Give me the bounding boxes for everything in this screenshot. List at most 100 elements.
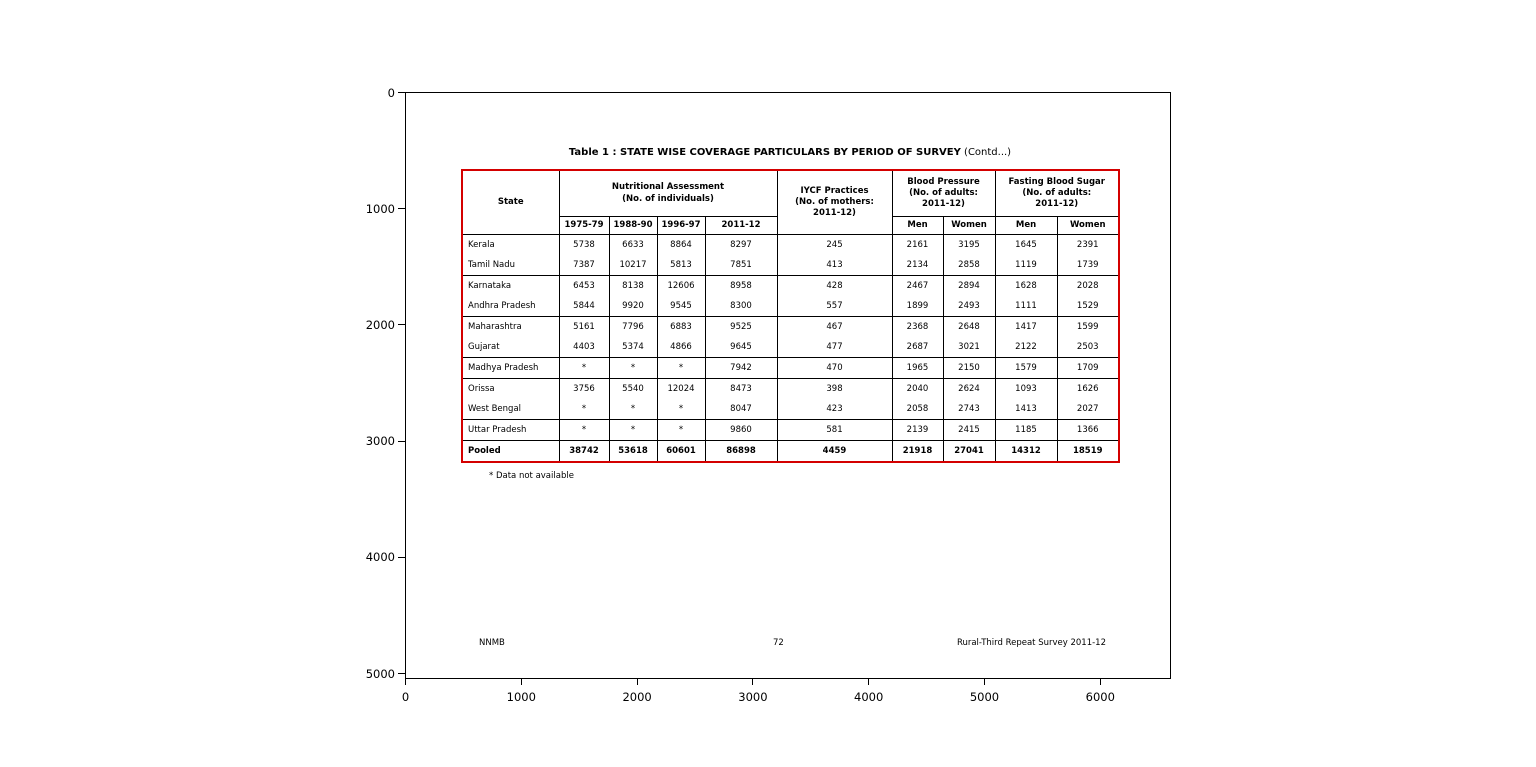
footer-page-number: 72: [773, 638, 784, 648]
state-cell: Orissa: [461, 378, 559, 399]
x-axis-tick-label: 3000: [738, 690, 768, 704]
value-cell: 86898: [704, 440, 777, 462]
table-row: Gujarat 4403 5374 4866 9645 477 2687 3021 2122 25…: [461, 337, 1119, 358]
value-cell: 2493: [942, 296, 995, 317]
header-state: State: [461, 170, 559, 235]
value-cell: 2648: [942, 316, 995, 337]
y-axis-tick-mark: [398, 208, 405, 210]
footnote: * Data not available: [489, 471, 574, 481]
state-cell: West Bengal: [461, 399, 559, 420]
value-cell: *: [656, 399, 705, 420]
value-cell: 2040: [891, 378, 943, 399]
value-cell: 1579: [994, 357, 1057, 379]
value-cell: 2161: [891, 234, 943, 255]
x-axis-tick-mark: [868, 678, 870, 685]
value-cell: 53618: [608, 440, 657, 462]
table-row: Orissa 3756 5540 12024 8473 398 2040 2624 1093 16…: [461, 378, 1119, 399]
value-cell: 2467: [891, 275, 943, 296]
value-cell: 5374: [608, 337, 657, 358]
value-cell: 1185: [994, 419, 1057, 441]
state-cell: Pooled: [461, 440, 559, 462]
value-cell: 38742: [558, 440, 609, 462]
table-header-sub: 1975-79 1988-90 1996-97 2011-12 Men Wome…: [462, 216, 1119, 235]
value-cell: 2134: [891, 255, 943, 276]
value-cell: 27041: [942, 440, 995, 462]
header-bp-line3: 2011-12): [922, 199, 965, 210]
y-axis-tick-label: 3000: [365, 434, 395, 449]
state-cell: Maharashtra: [461, 316, 559, 337]
state-cell: Kerala: [461, 234, 559, 255]
value-cell: 9645: [704, 337, 777, 358]
coverage-table: State Nutritional Assessment (No. of ind…: [461, 169, 1120, 463]
value-cell: 7387: [558, 255, 609, 276]
value-cell: 5540: [608, 378, 657, 399]
x-axis-tick-mark: [1099, 678, 1101, 685]
header-fbs-women: Women: [1056, 216, 1119, 235]
header-nutritional-assessment: Nutritional Assessment (No. of individua…: [558, 170, 777, 217]
value-cell: 1366: [1056, 419, 1119, 441]
x-axis-tick-label: 5000: [969, 690, 1000, 704]
table-title: Table 1 : STATE WISE COVERAGE PARTICULAR…: [461, 147, 1119, 158]
value-cell: 7851: [704, 255, 777, 276]
value-cell: 2122: [994, 337, 1057, 358]
value-cell: 2503: [1056, 337, 1119, 358]
value-cell: 1119: [994, 255, 1057, 276]
header-fbs-men: Men: [994, 216, 1057, 235]
value-cell: 413: [776, 255, 892, 276]
header-fbs-line1: Fasting Blood Sugar: [1008, 176, 1105, 187]
value-cell: 5813: [656, 255, 705, 276]
table-title-main: Table 1 : STATE WISE COVERAGE PARTICULAR…: [568, 147, 961, 158]
value-cell: 2139: [891, 419, 943, 441]
value-cell: 1626: [1056, 378, 1119, 399]
value-cell: 557: [776, 296, 892, 317]
value-cell: 398: [776, 378, 892, 399]
value-cell: 1529: [1056, 296, 1119, 317]
value-cell: 4403: [558, 337, 609, 358]
table-row: Karnataka 6453 8138 12606 8958 428 2467 2894 162…: [461, 275, 1119, 296]
value-cell: 9860: [704, 419, 777, 441]
value-cell: *: [656, 357, 705, 379]
x-axis-tick-label: 2000: [622, 690, 652, 704]
y-axis-tick-label: 4000: [365, 550, 395, 565]
footer-survey-label: Rural-Third Repeat Survey 2011-12: [956, 638, 1106, 648]
value-cell: *: [608, 399, 657, 420]
value-cell: 7796: [608, 316, 657, 337]
y-axis-tick-label: 0: [387, 85, 395, 100]
value-cell: 8864: [656, 234, 705, 255]
y-axis-tick-label: 5000: [365, 666, 395, 681]
value-cell: 4459: [776, 440, 892, 462]
value-cell: 7942: [704, 357, 777, 379]
value-cell: 1628: [994, 275, 1057, 296]
value-cell: *: [558, 357, 609, 379]
header-year-1988-90: 1988-90: [608, 216, 657, 235]
table-row: Kerala 5738 6633 8864 8297 245 2161 3195 1645 239…: [461, 234, 1119, 255]
value-cell: 9920: [608, 296, 657, 317]
value-cell: 10217: [608, 255, 657, 276]
value-cell: 4866: [656, 337, 705, 358]
header-blood-pressure: Blood Pressure (No. of adults: 2011-12): [891, 170, 995, 217]
value-cell: 2391: [1056, 234, 1119, 255]
y-axis-tick-mark: [398, 556, 405, 558]
value-cell: 2415: [942, 419, 995, 441]
value-cell: 9525: [704, 316, 777, 337]
value-cell: 18519: [1056, 440, 1119, 462]
table-header-groups: State Nutritional Assessment (No. of ind…: [461, 170, 1119, 235]
value-cell: *: [558, 419, 609, 441]
value-cell: 1093: [994, 378, 1057, 399]
value-cell: 8047: [704, 399, 777, 420]
value-cell: 6453: [558, 275, 609, 296]
x-axis-tick-mark: [636, 678, 638, 685]
value-cell: 2027: [1056, 399, 1119, 420]
state-cell: Andhra Pradesh: [461, 296, 559, 317]
header-bp-line1: Blood Pressure: [907, 176, 980, 187]
y-axis-tick-mark: [398, 324, 405, 326]
table-row: Madhya Pradesh * * * 7942 470 1965 2150 1579 1709: [461, 357, 1119, 379]
state-cell: Karnataka: [461, 275, 559, 296]
x-axis-tick-label: 0: [401, 690, 410, 704]
value-cell: 1899: [891, 296, 943, 317]
value-cell: 9545: [656, 296, 705, 317]
table-row: Pooled 38742 53618 60601 86898 4459 21918 27041…: [461, 440, 1119, 462]
value-cell: 1599: [1056, 316, 1119, 337]
state-cell: Madhya Pradesh: [461, 357, 559, 379]
